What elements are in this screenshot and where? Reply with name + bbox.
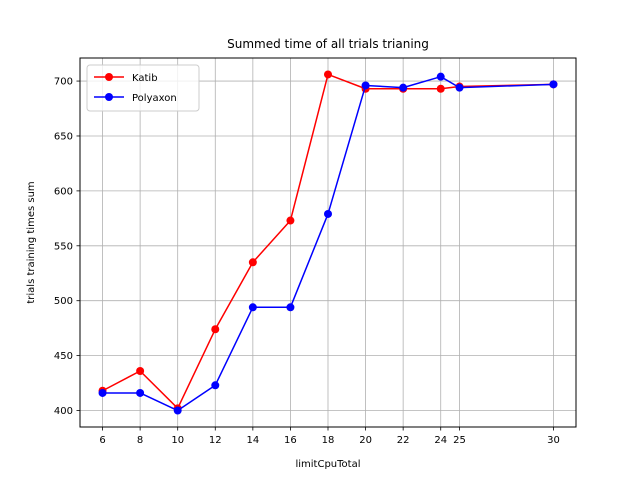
x-tick-label: 25 xyxy=(453,435,466,446)
x-tick-label: 18 xyxy=(322,435,335,446)
katib-data-point xyxy=(286,216,295,225)
x-tick-label: 10 xyxy=(171,435,184,446)
polyaxon-data-point xyxy=(248,303,257,312)
katib-data-point xyxy=(211,325,220,334)
series-layer xyxy=(98,70,558,415)
polyaxon-data-point xyxy=(286,303,295,312)
y-tick-label: 700 xyxy=(54,77,73,88)
katib-data-point xyxy=(248,258,257,267)
x-tick-label: 20 xyxy=(359,435,372,446)
katib-data-point xyxy=(136,366,145,375)
polyaxon-data-point xyxy=(361,81,370,90)
katib-data-point xyxy=(324,70,332,79)
polyaxon-data-point xyxy=(136,388,145,397)
y-tick-label: 650 xyxy=(54,131,73,142)
polyaxon-data-point xyxy=(399,83,408,92)
axis-ticks: 6 8 10 12 14 16 18 20 22 24 25 30 400 450 500 550 600 650… xyxy=(54,77,560,446)
polyaxon-data-point xyxy=(173,406,182,415)
polyaxon-data-point xyxy=(98,388,107,397)
polyaxon-data-point xyxy=(549,80,558,89)
legend-box xyxy=(86,64,200,112)
chart-title: Summed time of all trials trianing xyxy=(227,37,429,51)
x-tick-label: 24 xyxy=(434,435,447,446)
y-tick-label: 400 xyxy=(54,406,73,417)
legend-marker-katib xyxy=(105,73,113,81)
x-tick-label: 22 xyxy=(397,435,410,446)
polyaxon-data-point xyxy=(211,381,220,390)
legend-label-katib: Katib xyxy=(132,73,158,84)
y-axis-label: trials training times sum xyxy=(26,181,37,303)
polyaxon-data-point xyxy=(324,209,332,218)
polyaxon-data-point xyxy=(436,72,445,81)
x-tick-label: 30 xyxy=(547,435,560,446)
legend: Katib Polyaxon xyxy=(86,64,200,112)
x-tick-label: 12 xyxy=(209,435,222,446)
y-tick-label: 600 xyxy=(54,186,73,197)
y-tick-label: 450 xyxy=(54,351,73,362)
y-tick-label: 550 xyxy=(54,241,73,252)
x-tick-label: 6 xyxy=(99,435,105,446)
x-tick-label: 16 xyxy=(284,435,297,446)
y-tick-label: 500 xyxy=(54,296,73,307)
x-axis-label: limitCpuTotal xyxy=(295,459,360,470)
series-polyaxon xyxy=(98,72,558,415)
polyaxon-data-point xyxy=(455,83,464,92)
katib-data-point xyxy=(436,84,445,93)
legend-label-polyaxon: Polyaxon xyxy=(132,93,177,104)
grid xyxy=(80,58,576,427)
x-tick-label: 8 xyxy=(137,435,143,446)
x-tick-label: 14 xyxy=(246,435,259,446)
legend-marker-polyaxon xyxy=(105,93,113,101)
